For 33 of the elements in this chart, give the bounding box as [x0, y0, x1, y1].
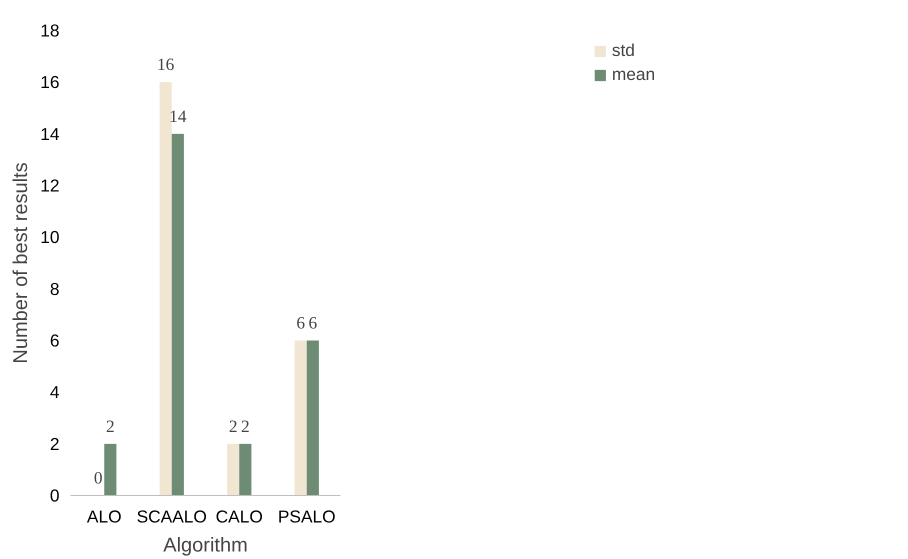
- y-tick-label: 8: [50, 278, 60, 299]
- y-tick-label: 0: [50, 486, 60, 506]
- x-tick-label: SCAALO: [136, 506, 207, 526]
- data-label: 16: [157, 55, 175, 74]
- legend-label: std: [612, 40, 635, 61]
- bar: [104, 444, 116, 496]
- x-tick-label: CALO: [216, 506, 263, 526]
- data-label: 2: [228, 416, 238, 436]
- data-label: 2: [106, 416, 115, 436]
- bar: [306, 340, 319, 496]
- y-tick-label: 2: [50, 434, 60, 454]
- data-label: 6: [308, 314, 318, 332]
- y-tick-label: 14: [40, 124, 60, 144]
- x-tick-label: PSALO: [278, 506, 336, 526]
- bar: [239, 444, 252, 496]
- x-tick-label: ALO: [86, 506, 122, 526]
- bar: [227, 444, 240, 496]
- bar: [172, 134, 184, 496]
- y-tick-label: 6: [50, 330, 60, 350]
- y-tick-label: 12: [40, 176, 60, 196]
- data-label: 6: [296, 314, 306, 332]
- y-tick-label: 16: [40, 72, 60, 92]
- y-tick-label: 4: [50, 382, 60, 402]
- y-axis-title: Number of best results: [10, 162, 32, 364]
- data-label: 2: [240, 416, 250, 436]
- y-tick-label: 18: [40, 20, 60, 40]
- data-label: 14: [169, 106, 187, 126]
- bar: [160, 82, 172, 496]
- bar: [294, 340, 307, 496]
- y-tick-label: 10: [40, 227, 60, 248]
- data-label: 0: [94, 468, 103, 488]
- x-axis-title: Algorithm: [163, 534, 248, 556]
- legend-label: mean: [612, 64, 656, 85]
